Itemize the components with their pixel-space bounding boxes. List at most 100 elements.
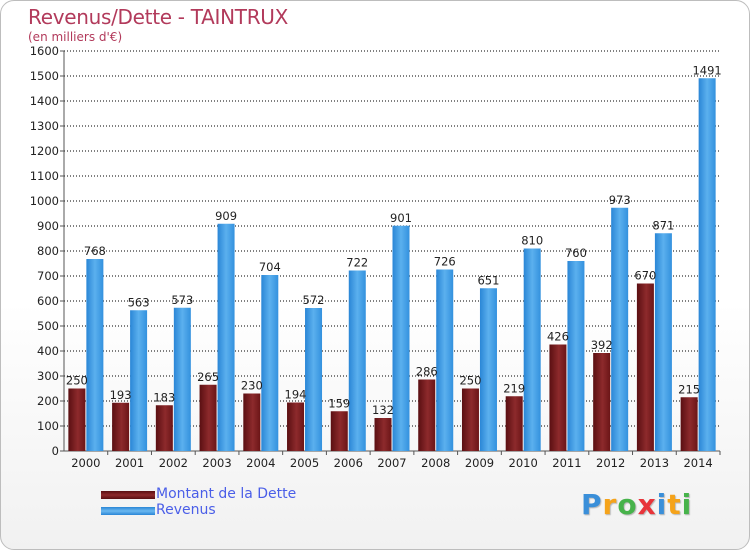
chart-title: Revenus/Dette - TAINTRUX <box>28 5 289 29</box>
logo-letter: t <box>667 488 682 521</box>
bar-debt <box>330 411 348 451</box>
bar-revenue <box>611 207 629 451</box>
x-tick-label: 2008 <box>421 456 450 470</box>
bar-debt <box>287 402 305 451</box>
x-tick-label: 2006 <box>334 456 363 470</box>
bar-debt <box>199 384 217 451</box>
bar-debt <box>461 388 479 451</box>
value-label-revenue: 871 <box>652 218 674 232</box>
y-tick-label: 800 <box>37 244 59 258</box>
value-label-revenue: 1491 <box>692 63 721 77</box>
value-label-debt: 286 <box>416 365 438 379</box>
y-tick-label: 1500 <box>30 69 59 83</box>
y-tick-label: 500 <box>37 319 59 333</box>
logo-letter: x <box>637 488 657 521</box>
value-label-revenue: 810 <box>521 234 543 248</box>
value-label-debt: 230 <box>241 379 263 393</box>
proxiti-logo: Proxiti <box>581 488 692 521</box>
y-tick-label: 900 <box>37 219 59 233</box>
y-tick-label: 100 <box>37 419 59 433</box>
bar-debt <box>418 379 436 451</box>
bar-revenue <box>305 308 323 451</box>
bar-revenue <box>523 248 541 451</box>
value-label-revenue: 973 <box>609 193 631 207</box>
x-tick-label: 2009 <box>465 456 494 470</box>
value-label-debt: 194 <box>285 388 307 402</box>
value-label-debt: 670 <box>634 269 656 283</box>
value-label-debt: 250 <box>459 374 481 388</box>
bar-revenue <box>217 223 235 451</box>
value-label-revenue: 901 <box>390 211 412 225</box>
x-tick-label: 2012 <box>596 456 625 470</box>
legend-label-debt: Montant de la Dette <box>156 486 297 502</box>
legend-swatch-revenue <box>101 507 155 515</box>
y-tick-label: 200 <box>37 394 59 408</box>
bar-debt <box>549 344 567 451</box>
value-label-revenue: 572 <box>303 293 325 307</box>
value-label-debt: 132 <box>372 403 394 417</box>
value-label-revenue: 563 <box>128 295 150 309</box>
bar-revenue <box>348 270 366 451</box>
bar-revenue <box>654 233 672 451</box>
chart-axes: 0 100 200 300 400 500 600 700 800 900 1000 1100 1200… <box>30 44 721 470</box>
legend-swatch-debt <box>101 491 155 499</box>
value-label-revenue: 768 <box>84 244 106 258</box>
bar-debt <box>155 405 173 451</box>
bar-revenue <box>173 307 191 451</box>
value-label-revenue: 760 <box>565 246 587 260</box>
value-label-debt: 215 <box>678 382 700 396</box>
legend-label-revenue: Revenus <box>156 502 216 518</box>
y-tick-label: 700 <box>37 269 59 283</box>
bar-debt <box>112 402 130 451</box>
x-tick-label: 2000 <box>71 456 100 470</box>
x-tick-label: 2004 <box>246 456 275 470</box>
value-label-debt: 392 <box>591 338 613 352</box>
value-label-debt: 183 <box>153 390 175 404</box>
bar-debt <box>593 353 611 451</box>
y-tick-label: 1100 <box>30 169 59 183</box>
y-tick-label: 1300 <box>30 119 59 133</box>
value-label-revenue: 909 <box>215 209 237 223</box>
y-tick-label: 1400 <box>30 94 59 108</box>
bar-revenue <box>479 288 497 451</box>
bar-debt <box>374 418 392 451</box>
x-tick-label: 2007 <box>377 456 406 470</box>
value-label-revenue: 651 <box>477 273 499 287</box>
x-tick-label: 2011 <box>552 456 581 470</box>
y-tick-label: 400 <box>37 344 59 358</box>
bar-revenue <box>436 269 454 451</box>
chart-value-labels: 250 768 193 563 183 573 265 909 230 704 194 572 159 7… <box>66 63 722 417</box>
bar-revenue <box>698 78 716 451</box>
bar-revenue <box>86 259 104 451</box>
x-tick-label: 2001 <box>115 456 144 470</box>
value-label-revenue: 722 <box>346 256 368 270</box>
value-label-debt: 250 <box>66 374 88 388</box>
chart-bars <box>68 78 716 451</box>
logo-letter: r <box>602 488 618 521</box>
chart-subtitle: (en milliers d'€) <box>28 30 123 44</box>
bar-debt <box>505 396 523 451</box>
value-label-revenue: 573 <box>171 293 193 307</box>
value-label-debt: 159 <box>328 396 350 410</box>
x-tick-label: 2003 <box>202 456 231 470</box>
y-tick-label: 0 <box>52 444 59 458</box>
logo-letter: i <box>681 488 693 521</box>
y-tick-label: 1000 <box>30 194 59 208</box>
y-tick-label: 1200 <box>30 144 59 158</box>
x-tick-label: 2005 <box>290 456 319 470</box>
value-label-debt: 265 <box>197 370 219 384</box>
x-tick-label: 2014 <box>683 456 712 470</box>
bar-revenue <box>130 310 148 451</box>
value-label-debt: 193 <box>110 388 132 402</box>
value-label-debt: 426 <box>547 330 569 344</box>
bar-debt <box>68 388 86 451</box>
x-tick-label: 2013 <box>640 456 669 470</box>
bar-debt <box>680 397 698 451</box>
bar-debt <box>636 283 654 451</box>
y-tick-label: 1600 <box>30 44 59 58</box>
logo-letter: P <box>581 488 603 521</box>
value-label-debt: 219 <box>503 381 525 395</box>
bar-revenue <box>261 275 279 451</box>
